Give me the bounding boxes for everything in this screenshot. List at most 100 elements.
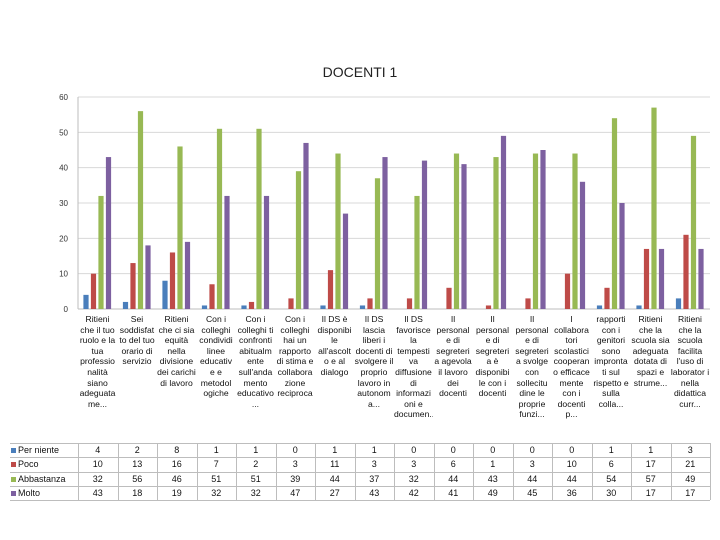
legend-entry: Abbastanza	[18, 473, 66, 484]
bar	[572, 153, 578, 309]
data-label: 43	[487, 473, 498, 484]
data-label: 7	[213, 459, 219, 470]
bar	[500, 135, 507, 309]
data-label: 4	[95, 445, 101, 455]
table-column-rule	[710, 443, 711, 500]
table-rule	[10, 500, 710, 502]
legend-entry: Poco	[18, 459, 39, 470]
bar	[241, 305, 247, 309]
category-label: Ritieni che la scuola facilita l'uso di …	[670, 314, 710, 409]
data-label: 44	[329, 473, 340, 484]
data-label: 1	[490, 459, 496, 470]
data-label: 46	[171, 473, 182, 484]
bar	[540, 150, 546, 309]
data-label: 17	[645, 459, 656, 470]
bar	[675, 298, 682, 309]
bar	[224, 195, 230, 309]
data-label: 2	[134, 445, 140, 455]
category-label: Con i colleghi condividi linee educativ …	[199, 314, 233, 399]
data-label: 1	[213, 445, 219, 455]
legend-entry: Per niente	[18, 445, 60, 455]
table-column-rule	[631, 443, 632, 500]
bar	[162, 280, 168, 309]
bar	[295, 171, 302, 309]
data-label: 1	[608, 445, 614, 455]
y-tick-label: 30	[59, 199, 68, 208]
category-label: Con i colleghi hai un rapporto di stima …	[276, 314, 314, 399]
bar	[263, 195, 270, 309]
data-label: 44	[566, 473, 577, 484]
bar	[359, 305, 366, 309]
y-tick-label: 60	[59, 93, 68, 102]
bar	[453, 153, 460, 309]
table-column-rule	[196, 443, 198, 500]
data-label: 54	[606, 473, 617, 484]
bar	[90, 273, 97, 309]
data-label: 57	[645, 473, 656, 484]
bar	[137, 111, 144, 309]
data-label: 10	[92, 459, 103, 470]
y-tick-label: 10	[59, 270, 68, 279]
category-label: Il DS favorisce la tempesti va diffusion…	[394, 314, 433, 420]
bar	[406, 298, 413, 309]
data-label: 44	[448, 473, 459, 484]
y-tick-label: 50	[59, 128, 68, 137]
legend-swatch	[11, 462, 16, 468]
bar	[374, 178, 381, 309]
bar	[651, 107, 657, 309]
bar	[367, 298, 373, 309]
y-tick-label: 20	[59, 234, 68, 243]
bar	[636, 305, 642, 309]
data-label: 16	[171, 459, 182, 470]
table-column-rule	[552, 443, 553, 500]
data-label: 17	[645, 487, 656, 498]
bar	[327, 270, 334, 309]
bar	[611, 118, 618, 309]
bar	[303, 142, 309, 309]
table-rule	[10, 485, 710, 487]
data-label: 1	[648, 445, 654, 455]
category-label: Il personal e di segreteri a agevola il …	[434, 314, 472, 399]
data-label: 6	[608, 459, 614, 470]
data-label: 3	[687, 445, 693, 455]
category-label: Ritieni che il tuo ruolo e la tua profes…	[79, 314, 116, 409]
data-label: 18	[132, 487, 143, 498]
data-label: 49	[685, 473, 696, 484]
table-column-rule	[157, 443, 158, 500]
table-column-rule	[117, 443, 119, 500]
bar	[122, 301, 129, 309]
data-label: 32	[92, 473, 103, 484]
bar	[98, 195, 104, 309]
data-label: 21	[685, 459, 696, 470]
legend-swatch	[11, 448, 16, 453]
y-tick-label: 40	[59, 164, 68, 173]
data-label: 43	[92, 487, 103, 498]
bar	[683, 234, 689, 309]
bar	[485, 305, 492, 309]
data-label: 1	[253, 445, 259, 455]
bar	[256, 128, 262, 309]
bar	[248, 301, 255, 309]
data-label: 32	[211, 487, 222, 498]
category-label: Ritieni che la scuola sia adeguata dotat…	[631, 314, 670, 388]
bar	[145, 245, 151, 309]
data-label: 41	[448, 487, 459, 498]
bar	[177, 146, 183, 309]
data-label: 32	[408, 473, 419, 484]
data-label: 10	[566, 459, 577, 470]
data-label: 2	[253, 459, 259, 470]
bar	[216, 128, 223, 309]
table-rule	[10, 457, 710, 459]
category-label: Ritieni che ci sia equità nella division…	[157, 314, 196, 388]
bar	[532, 153, 539, 309]
table-rule	[10, 471, 710, 473]
category-label: Il DS è disponibi le all'ascolt o e al d…	[317, 314, 352, 377]
bar	[209, 284, 215, 309]
table-column-rule	[591, 443, 593, 500]
data-label: 47	[290, 487, 301, 498]
data-label: 37	[369, 473, 380, 484]
bar	[604, 287, 610, 309]
data-label: 30	[606, 487, 617, 498]
legend-swatch	[11, 490, 16, 496]
